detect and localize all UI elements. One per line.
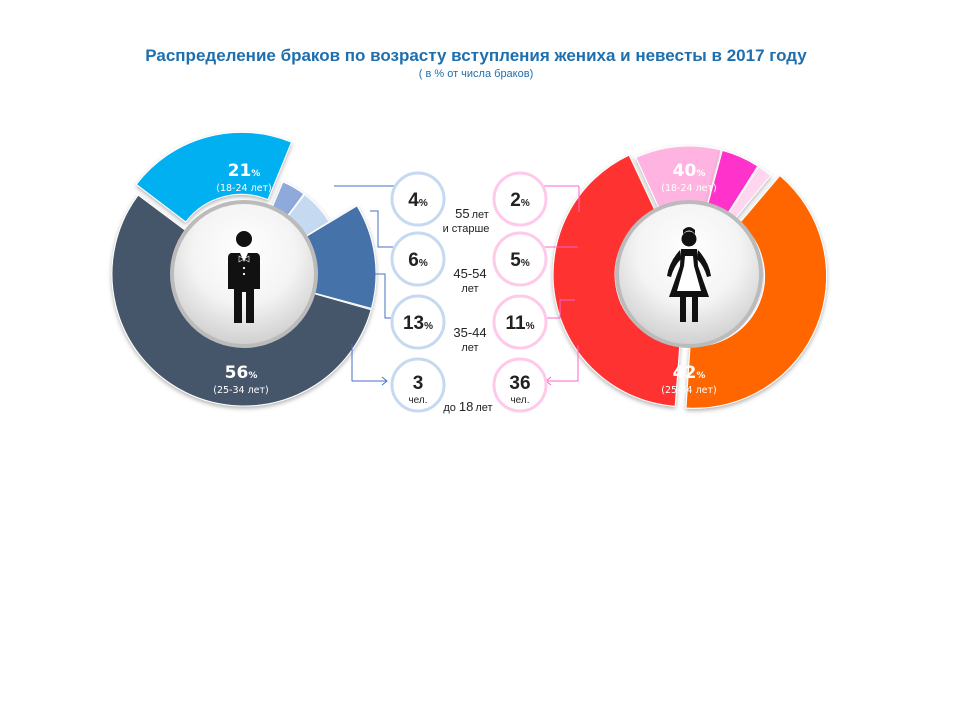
groom-bubble-unit-3: чел. — [408, 395, 427, 406]
bride-bubble-1 — [492, 231, 548, 287]
bride-1824-value: 40 — [673, 161, 697, 181]
age-55plus-main: 55 — [455, 206, 469, 221]
bride-1824-range: (18-24 лет) — [661, 183, 717, 194]
age-35-44-line2: лет — [461, 342, 478, 354]
bride-label-18-24: 40% (18-24 лет) — [661, 161, 717, 194]
groom-1824-sign: % — [251, 169, 260, 179]
age-label-45-54: 45-54 лет — [453, 266, 486, 295]
groom-bubble-value-3: 3 — [413, 373, 424, 394]
groom-slice-0 — [135, 131, 293, 223]
age-55plus-line2: и старше — [443, 223, 490, 235]
bride-icon — [667, 227, 711, 322]
age-55plus-unit: лет — [472, 209, 489, 221]
bride-slice-0 — [685, 174, 828, 409]
groom-2534-value: 56 — [225, 363, 249, 383]
bride-bubble-value-2: 11% — [506, 313, 535, 334]
svg-text:42%: 42% — [673, 363, 706, 383]
groom-1824-value: 21 — [228, 161, 252, 181]
age-label-under18: до 18 лет — [443, 399, 492, 414]
svg-text:40%: 40% — [673, 161, 706, 181]
groom-1824-range: (18-24 лет) — [216, 183, 272, 194]
svg-text:56%: 56% — [225, 363, 258, 383]
age-under18-unit: лет — [475, 402, 492, 414]
age-under18-pre: до — [443, 402, 456, 414]
groom-2534-range: (25-34 лет) — [213, 385, 269, 396]
bride-bubble-unit-3: чел. — [510, 395, 529, 406]
bride-donut-chart — [552, 145, 828, 409]
bride-bubble-3 — [492, 357, 548, 413]
groom-bubble-value-1: 6% — [408, 250, 428, 271]
groom-bubble-value-0: 4% — [408, 190, 428, 211]
groom-bubble-0 — [390, 171, 446, 227]
bride-2534-range: (25-34 лет) — [661, 385, 717, 396]
groom-bubble-value-2: 13% — [403, 313, 433, 334]
chart-subtitle: ( в % от числа браков) — [418, 68, 534, 80]
groom-connectors — [334, 185, 394, 386]
age-35-44-main: 35-44 — [453, 325, 486, 340]
groom-label-25-34: 56% (25-34 лет) — [213, 363, 269, 396]
svg-text:21%: 21% — [228, 161, 261, 181]
groom-icon — [228, 231, 260, 323]
groom-bubble-2 — [390, 294, 446, 350]
bride-2534-sign: % — [696, 371, 705, 381]
bride-label-25-34: 42% (25-34 лет) — [661, 363, 717, 396]
chart-title: Распределение браков по возрасту вступле… — [145, 46, 807, 65]
groom-bubble-1 — [390, 231, 446, 287]
bride-1824-sign: % — [696, 169, 705, 179]
age-label-35-44: 35-44 лет — [453, 325, 486, 354]
bride-bubble-value-0: 2% — [510, 190, 530, 211]
bride-bubble-value-1: 5% — [510, 250, 530, 271]
bride-bubble-0 — [492, 171, 548, 227]
bride-2534-value: 42 — [673, 363, 697, 383]
groom-2534-sign: % — [248, 371, 257, 381]
age-45-54-main: 45-54 — [453, 266, 486, 281]
age-label-55plus: 55 лет и старше — [443, 206, 490, 235]
age-under18-main: 18 — [459, 399, 473, 414]
age-45-54-line2: лет — [461, 283, 478, 295]
bride-bubble-value-3: 36 — [509, 373, 530, 394]
bride-bubble-2 — [492, 294, 548, 350]
groom-bubble-3 — [390, 357, 446, 413]
groom-label-18-24: 21% (18-24 лет) — [216, 161, 272, 194]
